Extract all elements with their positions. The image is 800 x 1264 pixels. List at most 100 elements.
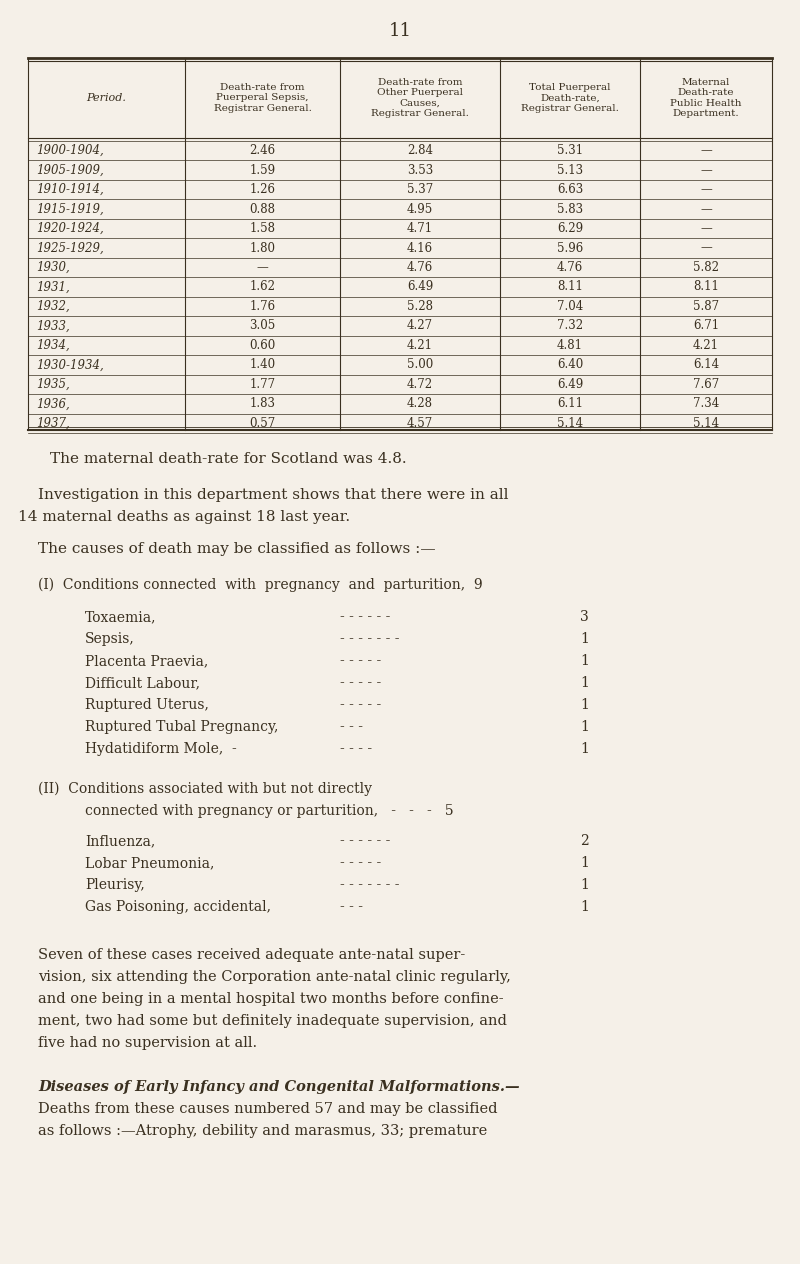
Text: 14 maternal deaths as against 18 last year.: 14 maternal deaths as against 18 last ye… [18, 509, 350, 525]
Text: 5.37: 5.37 [407, 183, 433, 196]
Text: connected with pregnancy or parturition,   -   -   -   5: connected with pregnancy or parturition,… [85, 804, 454, 818]
Text: 1910-1914,: 1910-1914, [36, 183, 104, 196]
Text: Maternal
Death-rate
Public Health
Department.: Maternal Death-rate Public Health Depart… [670, 78, 742, 118]
Text: Diseases of Early Infancy and Congenital Malformations.—: Diseases of Early Infancy and Congenital… [38, 1079, 520, 1095]
Text: 1.40: 1.40 [250, 359, 275, 372]
Text: 1935,: 1935, [36, 378, 70, 391]
Text: 1930-1934,: 1930-1934, [36, 359, 104, 372]
Text: Toxaemia,: Toxaemia, [85, 611, 157, 624]
Text: Death-rate from
Other Puerperal
Causes,
Registrar General.: Death-rate from Other Puerperal Causes, … [371, 78, 469, 118]
Text: 5.28: 5.28 [407, 300, 433, 313]
Text: 3.05: 3.05 [250, 320, 276, 332]
Text: 0.60: 0.60 [250, 339, 276, 351]
Text: 5.96: 5.96 [557, 241, 583, 254]
Text: vision, six attending the Corporation ante-natal clinic regularly,: vision, six attending the Corporation an… [38, 969, 511, 983]
Text: —: — [700, 144, 712, 157]
Text: 1: 1 [580, 878, 589, 892]
Text: 1.62: 1.62 [250, 281, 275, 293]
Text: 7.04: 7.04 [557, 300, 583, 313]
Text: 0.88: 0.88 [250, 202, 275, 216]
Text: 1937,: 1937, [36, 417, 70, 430]
Text: 5.00: 5.00 [407, 359, 433, 372]
Text: - - - - - -: - - - - - - [340, 611, 390, 624]
Text: 8.11: 8.11 [557, 281, 583, 293]
Text: 1.83: 1.83 [250, 397, 275, 411]
Text: Death-rate from
Puerperal Sepsis,
Registrar General.: Death-rate from Puerperal Sepsis, Regist… [214, 83, 311, 112]
Text: 1.26: 1.26 [250, 183, 275, 196]
Text: —: — [700, 183, 712, 196]
Text: —: — [700, 164, 712, 177]
Text: 5.13: 5.13 [557, 164, 583, 177]
Text: 2.46: 2.46 [250, 144, 275, 157]
Text: Pleurisy,: Pleurisy, [85, 878, 145, 892]
Text: 2: 2 [580, 834, 589, 848]
Text: 6.49: 6.49 [407, 281, 433, 293]
Text: Investigation in this department shows that there were in all: Investigation in this department shows t… [38, 488, 509, 502]
Text: 1920-1924,: 1920-1924, [36, 222, 104, 235]
Text: 1925-1929,: 1925-1929, [36, 241, 104, 254]
Text: Difficult Labour,: Difficult Labour, [85, 676, 200, 690]
Text: - - - - - - -: - - - - - - - [340, 632, 399, 646]
Text: 1931,: 1931, [36, 281, 70, 293]
Text: 5.87: 5.87 [693, 300, 719, 313]
Text: - - - - -: - - - - - [340, 856, 382, 870]
Text: Period.: Period. [86, 94, 126, 102]
Text: 8.11: 8.11 [693, 281, 719, 293]
Text: 7.67: 7.67 [693, 378, 719, 391]
Text: 6.14: 6.14 [693, 359, 719, 372]
Text: 5.83: 5.83 [557, 202, 583, 216]
Text: Sepsis,: Sepsis, [85, 632, 134, 646]
Text: - - - - - -: - - - - - - [340, 834, 390, 848]
Text: 1.59: 1.59 [250, 164, 275, 177]
Text: Seven of these cases received adequate ante-natal super-: Seven of these cases received adequate a… [38, 948, 466, 962]
Text: 1930,: 1930, [36, 262, 70, 274]
Text: 6.63: 6.63 [557, 183, 583, 196]
Text: 1: 1 [580, 698, 589, 712]
Text: 5.31: 5.31 [557, 144, 583, 157]
Text: 1936,: 1936, [36, 397, 70, 411]
Text: Lobar Pneumonia,: Lobar Pneumonia, [85, 856, 214, 870]
Text: 1.76: 1.76 [250, 300, 275, 313]
Text: 1.80: 1.80 [250, 241, 275, 254]
Text: 6.71: 6.71 [693, 320, 719, 332]
Text: 4.72: 4.72 [407, 378, 433, 391]
Text: 1934,: 1934, [36, 339, 70, 351]
Text: 6.11: 6.11 [557, 397, 583, 411]
Text: 4.71: 4.71 [407, 222, 433, 235]
Text: 4.16: 4.16 [407, 241, 433, 254]
Text: 1: 1 [580, 900, 589, 914]
Text: 7.34: 7.34 [693, 397, 719, 411]
Text: The causes of death may be classified as follows :—: The causes of death may be classified as… [38, 542, 436, 556]
Text: - - - - - - -: - - - - - - - [340, 878, 399, 892]
Text: Placenta Praevia,: Placenta Praevia, [85, 653, 208, 667]
Text: (I)  Conditions connected  with  pregnancy  and  parturition,  9: (I) Conditions connected with pregnancy … [38, 578, 482, 593]
Text: 1: 1 [580, 676, 589, 690]
Text: 0.57: 0.57 [250, 417, 276, 430]
Text: —: — [700, 241, 712, 254]
Text: Ruptured Tubal Pregnancy,: Ruptured Tubal Pregnancy, [85, 720, 278, 734]
Text: 4.76: 4.76 [557, 262, 583, 274]
Text: Total Puerperal
Death-rate,
Registrar General.: Total Puerperal Death-rate, Registrar Ge… [521, 83, 619, 112]
Text: - - - - -: - - - - - [340, 698, 382, 712]
Text: and one being in a mental hospital two months before confine-: and one being in a mental hospital two m… [38, 992, 504, 1006]
Text: 5.14: 5.14 [693, 417, 719, 430]
Text: - - - -: - - - - [340, 742, 372, 756]
Text: Gas Poisoning, accidental,: Gas Poisoning, accidental, [85, 900, 271, 914]
Text: 1932,: 1932, [36, 300, 70, 313]
Text: 2.84: 2.84 [407, 144, 433, 157]
Text: 6.49: 6.49 [557, 378, 583, 391]
Text: 1: 1 [580, 720, 589, 734]
Text: - - -: - - - [340, 900, 363, 914]
Text: Influenza,: Influenza, [85, 834, 155, 848]
Text: 11: 11 [389, 21, 411, 40]
Text: - - - - -: - - - - - [340, 676, 382, 690]
Text: 3: 3 [580, 611, 589, 624]
Text: 1: 1 [580, 856, 589, 870]
Text: 1: 1 [580, 742, 589, 756]
Text: 1.58: 1.58 [250, 222, 275, 235]
Text: 1900-1904,: 1900-1904, [36, 144, 104, 157]
Text: 4.21: 4.21 [693, 339, 719, 351]
Text: 4.27: 4.27 [407, 320, 433, 332]
Text: 5.14: 5.14 [557, 417, 583, 430]
Text: 1905-1909,: 1905-1909, [36, 164, 104, 177]
